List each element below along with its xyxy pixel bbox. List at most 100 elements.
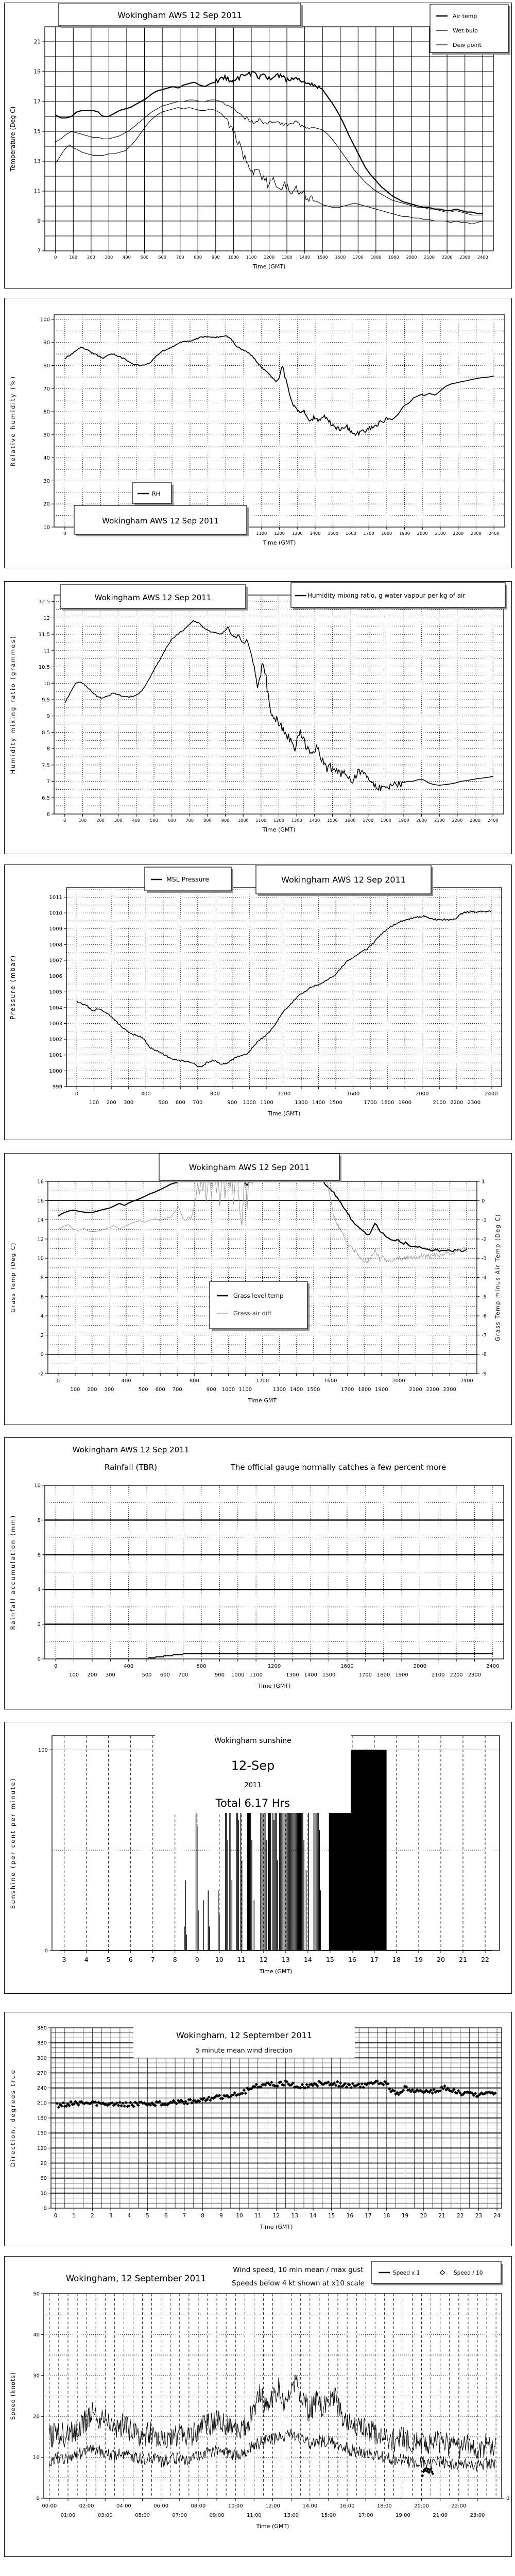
- svg-text:2400: 2400: [486, 1664, 499, 1669]
- svg-text:Speed (knots): Speed (knots): [9, 2372, 16, 2420]
- svg-text:1700: 1700: [359, 1672, 372, 1678]
- svg-text:Time (GMT): Time (GMT): [258, 1683, 291, 1689]
- svg-text:05:00: 05:00: [135, 2513, 150, 2518]
- svg-text:The official gauge normally ca: The official gauge normally catches a fe…: [230, 1463, 446, 1472]
- svg-text:21:00: 21:00: [433, 2513, 448, 2518]
- svg-text:11: 11: [34, 189, 41, 195]
- svg-text:1800: 1800: [381, 1100, 394, 1106]
- svg-text:0: 0: [75, 1091, 78, 1097]
- svg-text:6: 6: [164, 2213, 168, 2219]
- svg-text:1004: 1004: [49, 1005, 62, 1011]
- svg-text:1400: 1400: [290, 1387, 303, 1393]
- svg-text:900: 900: [227, 1100, 237, 1106]
- svg-text:400: 400: [123, 255, 131, 260]
- svg-text:400: 400: [141, 1091, 151, 1097]
- svg-text:7: 7: [183, 2213, 186, 2219]
- svg-text:16:00: 16:00: [340, 2503, 355, 2509]
- svg-text:2400: 2400: [489, 531, 500, 536]
- svg-text:2: 2: [41, 1333, 44, 1338]
- svg-text:1400: 1400: [309, 818, 320, 823]
- svg-text:16: 16: [347, 2213, 354, 2219]
- svg-text:7: 7: [151, 1956, 155, 1963]
- svg-text:19: 19: [34, 69, 41, 75]
- svg-text:1000: 1000: [238, 818, 249, 823]
- svg-text:1100: 1100: [260, 1100, 273, 1106]
- svg-text:40: 40: [33, 2332, 40, 2338]
- chart-grass-temperature: -2 0 2 4 6 8 10 12 14 16 18 -9 -8 -7 -6 -5 -4 -3 -2 -1 0 1 0 20…: [4, 1153, 512, 1425]
- svg-text:07:00: 07:00: [172, 2513, 187, 2518]
- svg-text:RH: RH: [152, 490, 160, 497]
- svg-text:12-Sep: 12-Sep: [231, 1758, 274, 1773]
- svg-text:22:00: 22:00: [451, 2503, 466, 2509]
- svg-text:1000: 1000: [243, 1100, 256, 1106]
- svg-text:21: 21: [438, 2213, 445, 2219]
- svg-text:Wokingham, 12 September 2011: Wokingham, 12 September 2011: [66, 2274, 206, 2283]
- svg-text:1000: 1000: [228, 255, 239, 260]
- svg-text:1001: 1001: [49, 1053, 62, 1058]
- svg-text:1900: 1900: [395, 1672, 408, 1678]
- svg-text:30: 30: [33, 2373, 40, 2379]
- svg-text:100: 100: [40, 317, 50, 323]
- svg-text:1700: 1700: [341, 1387, 354, 1393]
- svg-text:7: 7: [37, 248, 41, 255]
- svg-text:6: 6: [38, 1552, 41, 1558]
- svg-text:30: 30: [40, 2191, 47, 2196]
- svg-text:15:00: 15:00: [321, 2513, 336, 2518]
- svg-text:Direction, degrees true: Direction, degrees true: [9, 2069, 16, 2167]
- svg-text:1008: 1008: [49, 942, 62, 948]
- svg-text:1500: 1500: [328, 531, 338, 536]
- svg-text:Humidity mixing ratio, g water: Humidity mixing ratio, g water vapour pe…: [307, 592, 465, 599]
- svg-text:80: 80: [43, 363, 50, 369]
- svg-text:300: 300: [114, 818, 123, 823]
- svg-text:10.5: 10.5: [39, 665, 50, 670]
- svg-text:800: 800: [210, 1091, 220, 1097]
- svg-text:2300: 2300: [470, 818, 480, 823]
- svg-text:50: 50: [33, 2292, 40, 2297]
- svg-text:600: 600: [160, 1672, 170, 1678]
- svg-text:2200: 2200: [426, 1387, 439, 1393]
- svg-text:1800: 1800: [381, 531, 392, 536]
- svg-text:700: 700: [193, 1100, 202, 1106]
- svg-text:Grass level temp: Grass level temp: [233, 1292, 283, 1299]
- svg-text:Speed / 10: Speed / 10: [454, 2270, 483, 2276]
- svg-text:500: 500: [141, 255, 149, 260]
- svg-text:9.5: 9.5: [42, 697, 50, 703]
- svg-text:0: 0: [63, 531, 66, 536]
- svg-text:200: 200: [87, 1672, 97, 1678]
- svg-text:100: 100: [89, 1100, 99, 1106]
- svg-text:1800: 1800: [381, 818, 391, 823]
- svg-text:-4: -4: [482, 1275, 487, 1281]
- chart-wind-speed: 0 10 20 30 40 50 0 00:00 01:00 02:00 03:00 04:00 05:…: [4, 2256, 512, 2557]
- svg-text:Time (GMT): Time (GMT): [259, 1968, 293, 1975]
- chart-air-temperature: 7 9 11 13 15 17 19 21 0 100 200 300 400 500 600 700 800 9…: [4, 3, 512, 289]
- svg-text:900: 900: [212, 255, 220, 260]
- svg-text:19: 19: [402, 2213, 408, 2219]
- svg-text:-8: -8: [482, 1352, 487, 1358]
- svg-text:180: 180: [37, 2116, 47, 2122]
- svg-text:3: 3: [62, 1956, 66, 1963]
- svg-text:1500: 1500: [327, 818, 338, 823]
- svg-text:Speed x 1: Speed x 1: [393, 2270, 420, 2276]
- svg-text:18: 18: [392, 1956, 401, 1963]
- svg-text:Time (GMT): Time (GMT): [260, 2224, 293, 2230]
- svg-text:150: 150: [37, 2131, 47, 2137]
- svg-text:400: 400: [124, 1664, 133, 1669]
- svg-text:1700: 1700: [363, 818, 373, 823]
- svg-text:19: 19: [415, 1956, 423, 1963]
- svg-text:2100: 2100: [435, 531, 446, 536]
- svg-text:1200: 1200: [278, 1091, 290, 1097]
- svg-text:200: 200: [87, 255, 95, 260]
- svg-text:1400: 1400: [304, 1672, 317, 1678]
- svg-text:2400: 2400: [488, 818, 499, 823]
- svg-text:300: 300: [106, 1672, 115, 1678]
- svg-text:300: 300: [104, 1387, 114, 1393]
- svg-text:30: 30: [43, 479, 50, 484]
- svg-text:2100: 2100: [432, 1672, 444, 1678]
- svg-text:Grass Temp (Deg C): Grass Temp (Deg C): [10, 1242, 16, 1313]
- svg-text:2000: 2000: [417, 531, 428, 536]
- svg-text:Wet bulb: Wet bulb: [453, 27, 478, 34]
- svg-text:100: 100: [69, 255, 77, 260]
- svg-text:1100: 1100: [249, 1672, 262, 1678]
- svg-text:21: 21: [34, 39, 41, 45]
- svg-text:5 minute mean wind direction: 5 minute mean wind direction: [196, 2046, 293, 2054]
